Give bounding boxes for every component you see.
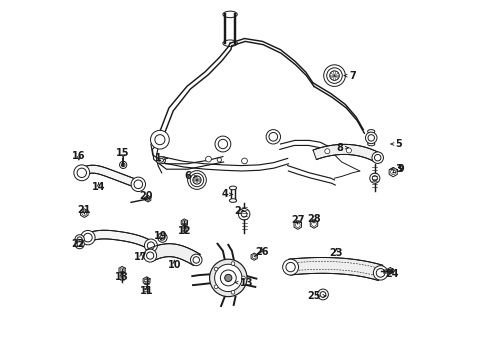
Polygon shape xyxy=(288,257,382,280)
Text: 3: 3 xyxy=(395,164,402,174)
Circle shape xyxy=(214,285,218,289)
Text: 24: 24 xyxy=(385,269,398,279)
Circle shape xyxy=(373,266,387,280)
Text: 17: 17 xyxy=(134,252,148,262)
Circle shape xyxy=(75,239,84,249)
Circle shape xyxy=(371,152,383,163)
Text: 10: 10 xyxy=(167,260,181,270)
Circle shape xyxy=(215,136,230,152)
Circle shape xyxy=(365,132,376,144)
Text: 9: 9 xyxy=(397,164,404,174)
Polygon shape xyxy=(312,144,379,162)
Ellipse shape xyxy=(229,186,236,190)
Ellipse shape xyxy=(229,199,236,202)
Text: 18: 18 xyxy=(114,272,128,282)
Text: 11: 11 xyxy=(140,285,153,296)
Circle shape xyxy=(190,254,202,266)
Text: 15: 15 xyxy=(116,148,130,158)
Text: 7: 7 xyxy=(348,71,355,81)
Circle shape xyxy=(231,291,234,294)
Ellipse shape xyxy=(156,157,165,164)
Circle shape xyxy=(265,130,280,144)
Circle shape xyxy=(324,149,329,154)
Circle shape xyxy=(81,230,95,245)
Text: 26: 26 xyxy=(255,247,268,257)
Circle shape xyxy=(282,259,298,275)
Text: 6: 6 xyxy=(184,171,191,181)
Text: 2: 2 xyxy=(234,206,241,216)
Circle shape xyxy=(369,173,379,183)
Polygon shape xyxy=(79,165,140,188)
Ellipse shape xyxy=(367,130,374,133)
Circle shape xyxy=(209,259,246,297)
Text: 19: 19 xyxy=(154,231,167,241)
Circle shape xyxy=(224,274,231,282)
Circle shape xyxy=(150,130,169,149)
Text: 4: 4 xyxy=(221,189,228,199)
Text: 23: 23 xyxy=(329,248,343,258)
Text: 14: 14 xyxy=(92,182,105,192)
Circle shape xyxy=(241,276,244,280)
Circle shape xyxy=(205,156,211,162)
Circle shape xyxy=(75,235,84,244)
Circle shape xyxy=(238,208,249,220)
Text: 28: 28 xyxy=(306,213,320,224)
Circle shape xyxy=(144,239,157,252)
Circle shape xyxy=(120,161,126,168)
Text: 8: 8 xyxy=(336,143,343,153)
Circle shape xyxy=(317,289,328,300)
Circle shape xyxy=(231,262,234,265)
Text: 1: 1 xyxy=(155,153,162,163)
Text: 16: 16 xyxy=(72,150,85,161)
Text: 25: 25 xyxy=(307,291,321,301)
Ellipse shape xyxy=(367,142,374,146)
Circle shape xyxy=(214,267,218,271)
Text: 12: 12 xyxy=(178,226,191,236)
Text: 20: 20 xyxy=(139,191,152,201)
Text: 13: 13 xyxy=(239,278,253,288)
Text: 21: 21 xyxy=(78,204,91,215)
Polygon shape xyxy=(146,244,200,266)
Circle shape xyxy=(143,249,156,262)
Circle shape xyxy=(214,264,242,292)
Text: 5: 5 xyxy=(395,139,402,149)
Circle shape xyxy=(158,233,167,242)
Circle shape xyxy=(131,177,145,192)
Circle shape xyxy=(346,148,351,153)
Text: 22: 22 xyxy=(71,239,85,249)
Polygon shape xyxy=(86,230,153,249)
Circle shape xyxy=(241,158,247,164)
Circle shape xyxy=(74,165,89,181)
Text: 27: 27 xyxy=(290,215,304,225)
